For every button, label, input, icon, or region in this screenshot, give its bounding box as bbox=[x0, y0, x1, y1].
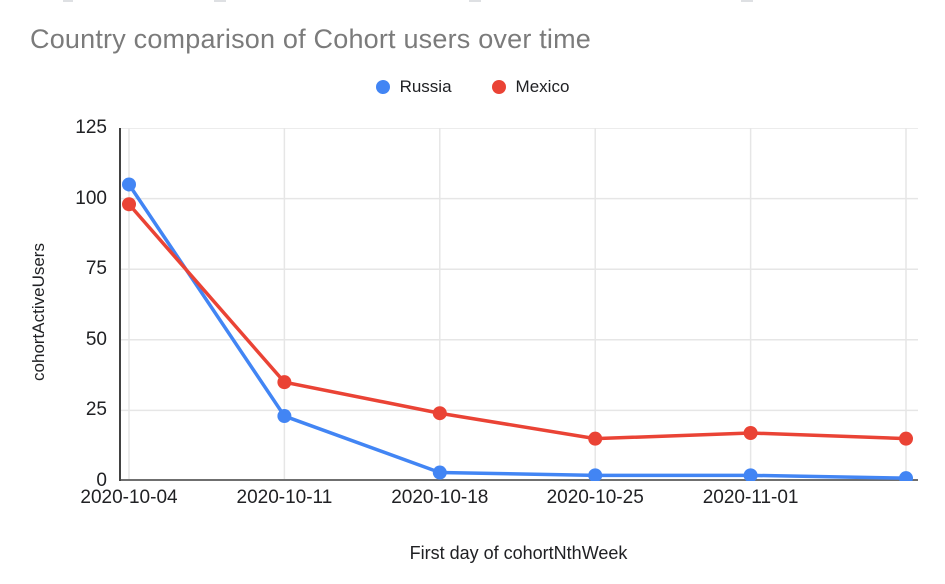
data-point-russia[interactable] bbox=[432, 465, 447, 480]
data-point-mexico[interactable] bbox=[588, 431, 603, 446]
x-tick-label: 2020-10-11 bbox=[236, 487, 333, 508]
data-point-mexico[interactable] bbox=[122, 197, 136, 212]
legend-label-mexico: Mexico bbox=[515, 77, 570, 96]
series-line-mexico bbox=[127, 202, 908, 441]
data-point-russia[interactable] bbox=[743, 468, 758, 481]
x-tick-label: 2020-10-25 bbox=[546, 487, 644, 508]
x-tick-label: 2020-11-01 bbox=[702, 487, 799, 508]
y-tick-label: 0 bbox=[96, 470, 107, 491]
legend-item-russia[interactable]: Russia bbox=[375, 77, 452, 97]
y-tick-label: 75 bbox=[85, 258, 107, 280]
mexico-series-swatch-icon bbox=[491, 80, 506, 94]
legend-item-mexico[interactable]: Mexico bbox=[491, 77, 570, 97]
data-point-russia[interactable] bbox=[122, 177, 136, 192]
top-edge-artifact bbox=[741, 0, 753, 2]
top-edge-artifact bbox=[63, 0, 73, 2]
top-edge-artifact bbox=[214, 0, 226, 2]
data-point-mexico[interactable] bbox=[277, 375, 292, 390]
y-tick-label: 25 bbox=[85, 399, 107, 421]
plot-area bbox=[119, 128, 918, 481]
russia-series-swatch-icon bbox=[375, 80, 390, 94]
data-point-mexico[interactable] bbox=[432, 406, 447, 421]
x-tick-label: 2020-10-18 bbox=[391, 487, 489, 508]
data-point-mexico[interactable] bbox=[743, 425, 758, 440]
top-edge-artifact bbox=[469, 0, 481, 2]
chart-title: Country comparison of Cohort users over … bbox=[30, 24, 592, 54]
y-tick-label: 125 bbox=[75, 117, 107, 138]
y-tick-label: 100 bbox=[75, 187, 107, 209]
data-point-russia[interactable] bbox=[899, 471, 913, 481]
chart-legend: Russia Mexico bbox=[0, 77, 945, 97]
legend-label-russia: Russia bbox=[399, 77, 452, 96]
data-point-russia[interactable] bbox=[277, 409, 292, 424]
x-axis-title: First day of cohortNthWeek bbox=[409, 543, 628, 563]
data-point-mexico[interactable] bbox=[899, 431, 913, 446]
data-point-russia[interactable] bbox=[588, 468, 603, 481]
x-tick-label: 2020-10-04 bbox=[80, 487, 178, 508]
y-tick-label: 50 bbox=[85, 328, 107, 350]
line-chart-svg bbox=[119, 128, 918, 481]
series-line-russia bbox=[127, 182, 908, 480]
